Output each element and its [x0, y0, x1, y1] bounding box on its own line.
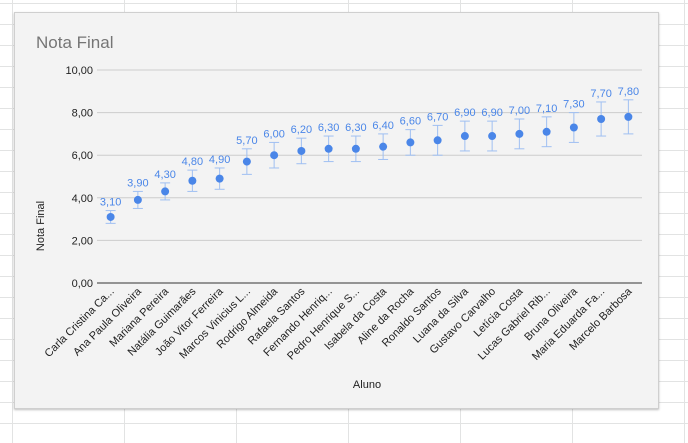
data-points	[106, 112, 633, 221]
data-point	[406, 138, 415, 147]
data-point	[515, 129, 524, 138]
y-tick-label: 0,00	[72, 278, 93, 290]
data-label: 5,70	[236, 135, 257, 147]
chart-container[interactable]: Nota Final 0,00 2,00 4,00 6,00 8,00 10,00 3,1…	[14, 12, 659, 409]
y-axis-title: Nota Final	[35, 201, 47, 251]
data-point	[624, 112, 633, 121]
data-point	[433, 136, 442, 145]
data-label: 3,90	[127, 177, 148, 189]
data-label: 6,00	[263, 128, 284, 140]
data-point	[133, 195, 142, 204]
data-point	[106, 212, 115, 221]
data-point	[460, 132, 469, 141]
data-label: 7,00	[509, 105, 530, 117]
gridlines	[97, 69, 642, 284]
data-label: 6,70	[427, 111, 448, 123]
data-label: 6,30	[318, 122, 339, 134]
data-point	[379, 142, 388, 151]
data-point	[161, 187, 170, 196]
y-tick-label: 8,00	[72, 108, 93, 120]
data-label: 4,90	[209, 154, 230, 166]
x-axis-title: Aluno	[353, 379, 381, 391]
data-point	[215, 174, 224, 183]
data-point	[270, 151, 279, 160]
data-label: 7,70	[590, 88, 611, 100]
data-label: 7,80	[618, 86, 639, 98]
x-axis-categories: Carla Cristina Ca...Ana Paula OliveiraMa…	[43, 285, 636, 363]
data-label: 6,90	[454, 107, 475, 119]
data-label: 6,20	[291, 124, 312, 136]
data-point	[351, 144, 360, 153]
data-label: 7,10	[536, 103, 557, 115]
data-point	[488, 132, 497, 141]
y-tick-label: 2,00	[72, 235, 93, 247]
y-tick-label: 10,00	[65, 65, 93, 77]
data-labels: 3,10 3,90 4,30 4,80 4,90 5,70 6,00 6,20 6,30 6,30…	[100, 86, 639, 209]
chart-svg: Nota Final 0,00 2,00 4,00 6,00 8,00 10,00 3,1…	[35, 33, 642, 391]
data-label: 6,40	[372, 120, 393, 132]
y-tick-label: 4,00	[72, 193, 93, 205]
data-label: 6,90	[481, 107, 502, 119]
y-tick-label: 6,00	[72, 150, 93, 162]
data-point	[569, 123, 578, 132]
data-point	[542, 127, 551, 136]
data-label: 6,60	[400, 116, 421, 128]
data-point	[242, 157, 251, 166]
data-point	[597, 114, 606, 123]
data-label: 7,30	[563, 99, 584, 111]
y-axis-ticks: 0,00 2,00 4,00 6,00 8,00 10,00	[65, 65, 93, 290]
data-label: 4,80	[182, 156, 203, 168]
data-point	[188, 176, 197, 185]
data-label: 3,10	[100, 197, 121, 209]
data-label: 4,30	[154, 169, 175, 181]
data-point	[324, 144, 333, 153]
data-point	[297, 146, 306, 155]
data-label: 6,30	[345, 122, 366, 134]
chart-title: Nota Final	[36, 33, 113, 52]
